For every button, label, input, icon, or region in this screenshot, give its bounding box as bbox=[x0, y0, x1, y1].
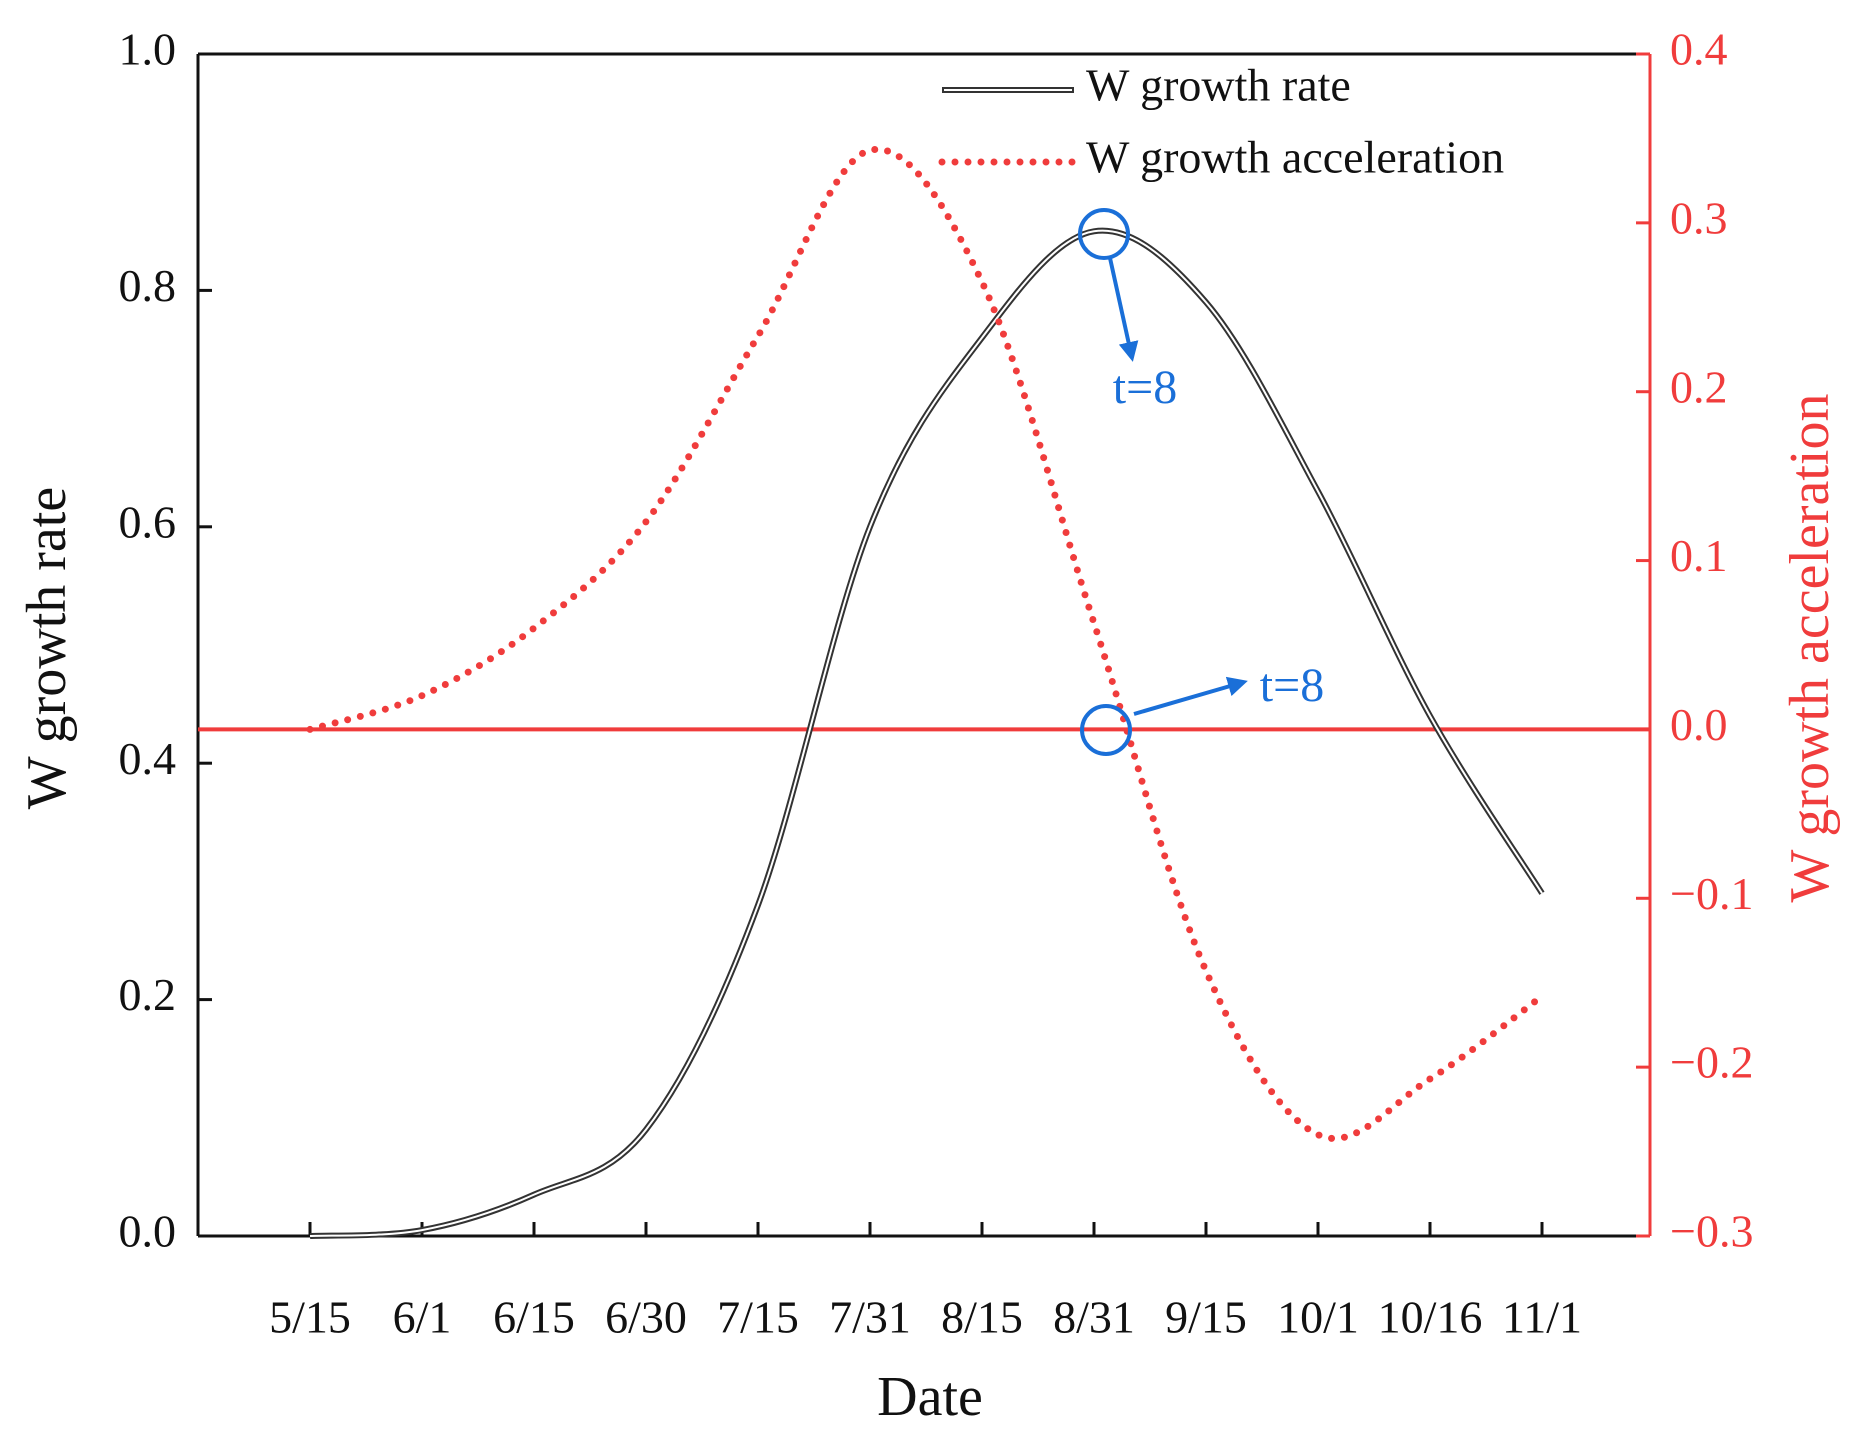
annotation-circle bbox=[1080, 704, 1132, 756]
y2-tick-label: −0.3 bbox=[1670, 1206, 1753, 1257]
x-tick-label: 8/31 bbox=[1053, 1292, 1135, 1343]
y2-tick-label: 0.4 bbox=[1670, 24, 1728, 75]
x-tick-label: 7/15 bbox=[717, 1292, 799, 1343]
x-tick-label: 10/1 bbox=[1277, 1292, 1359, 1343]
x-tick-label: 6/15 bbox=[493, 1292, 575, 1343]
x-tick-label: 9/15 bbox=[1165, 1292, 1247, 1343]
x-tick-label: 11/1 bbox=[1502, 1292, 1582, 1343]
y-tick-label: 1.0 bbox=[119, 24, 177, 75]
annotation-arrow bbox=[1133, 676, 1248, 716]
annotation-circle bbox=[1078, 208, 1130, 260]
annotation-text: t=8 bbox=[1260, 659, 1324, 712]
x-tick-label: 6/1 bbox=[393, 1292, 452, 1343]
legend-label: W growth rate bbox=[1086, 60, 1351, 111]
y-tick-label: 0.8 bbox=[119, 260, 177, 311]
y-tick-label: 0.4 bbox=[119, 733, 177, 784]
x-tick-label: 10/16 bbox=[1378, 1292, 1483, 1343]
annotation-text: t=8 bbox=[1113, 361, 1177, 414]
x-tick-label: 7/31 bbox=[829, 1292, 911, 1343]
y-tick-label: 0.6 bbox=[119, 496, 177, 547]
x-tick-label: 5/15 bbox=[269, 1292, 351, 1343]
line bbox=[306, 145, 1546, 1142]
legend-label: W growth acceleration bbox=[1086, 132, 1504, 183]
x-axis-label: Date bbox=[877, 1366, 983, 1428]
y2-tick-label: −0.1 bbox=[1670, 868, 1753, 919]
y-tick-label: 0.2 bbox=[119, 969, 177, 1020]
line-inner bbox=[309, 229, 1543, 1237]
x-tick-label: 8/15 bbox=[941, 1292, 1023, 1343]
y2-tick-label: −0.2 bbox=[1670, 1037, 1753, 1088]
line bbox=[309, 227, 1545, 1239]
annotation-arrow bbox=[1108, 257, 1139, 362]
y2-tick-label: 0.1 bbox=[1670, 530, 1728, 581]
y2-tick-label: 0.0 bbox=[1670, 699, 1728, 750]
x-tick-label: 6/30 bbox=[605, 1292, 687, 1343]
y-tick-label: 0.0 bbox=[119, 1206, 177, 1257]
y2-axis-label: W growth acceleration bbox=[1779, 394, 1841, 903]
y-axis-label: W growth rate bbox=[16, 487, 78, 809]
y2-tick-label: 0.3 bbox=[1670, 192, 1728, 243]
y2-tick-label: 0.2 bbox=[1670, 361, 1728, 412]
